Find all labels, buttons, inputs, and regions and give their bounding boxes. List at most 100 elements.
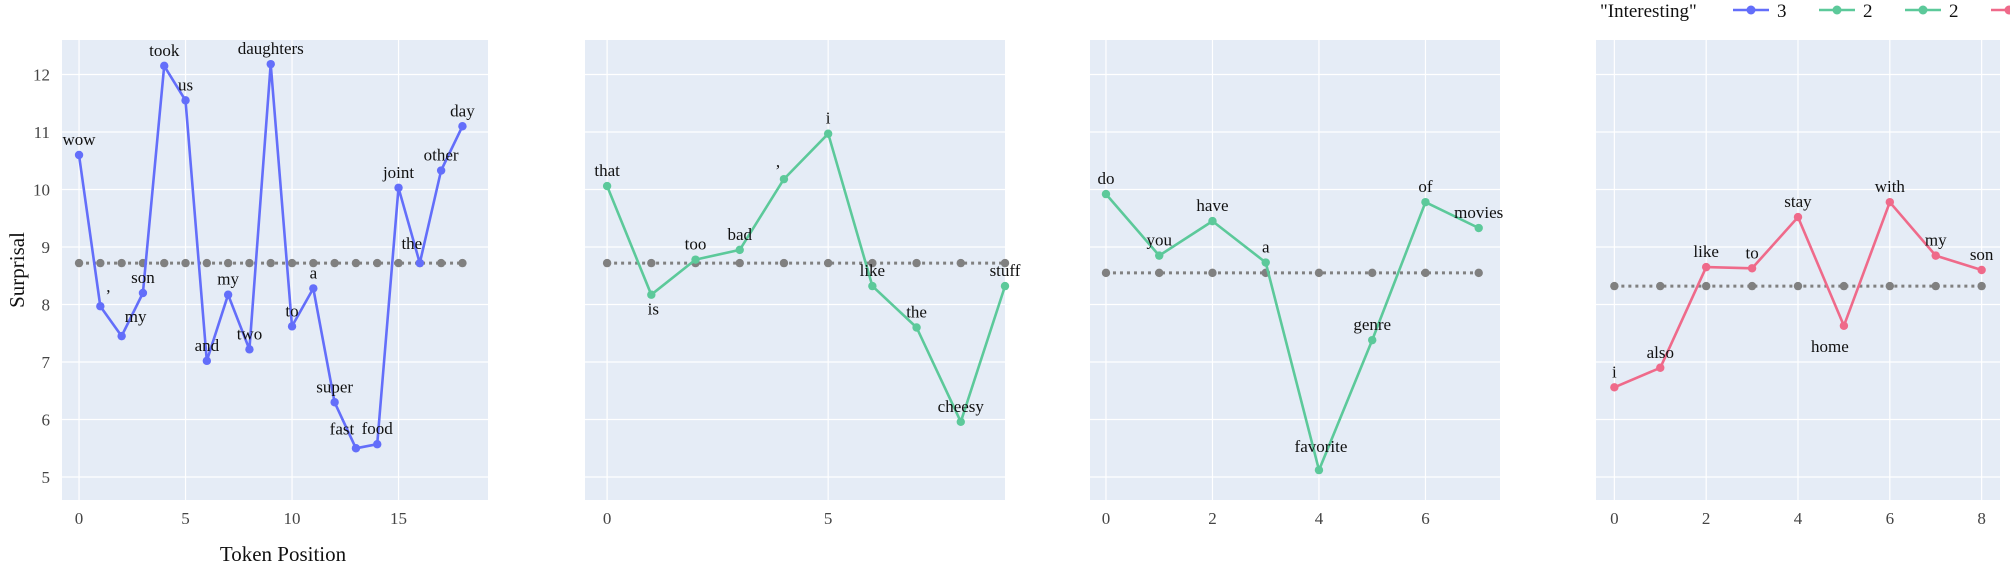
data-label: super [316,377,353,396]
baseline-point [1102,269,1110,277]
baseline-point [1886,282,1894,290]
data-label: two [237,324,263,343]
baseline-point [117,259,125,267]
data-label: like [860,261,886,280]
data-label: to [1745,243,1758,262]
baseline-point [1368,269,1376,277]
baseline-point [352,259,360,267]
data-point [1977,266,1985,274]
data-point [181,96,189,104]
x-tick-label: 15 [390,509,407,528]
data-label: i [826,109,831,128]
data-point [458,122,466,130]
data-label: the [401,234,422,253]
data-label: too [685,235,707,254]
data-point [139,289,147,297]
data-point [1315,466,1323,474]
data-point [1794,213,1802,221]
baseline-point [1610,282,1618,290]
x-tick-label: 6 [1421,509,1430,528]
data-point [957,418,965,426]
data-point [1610,383,1618,391]
data-label: son [1970,245,1994,264]
baseline-point [1315,269,1323,277]
x-tick-label: 4 [1794,509,1803,528]
baseline-point [1421,269,1429,277]
data-label: favorite [1295,437,1348,456]
baseline-point [780,259,788,267]
baseline-point [824,259,832,267]
data-point [1001,282,1009,290]
legend-marker [1919,6,1928,15]
data-label: genre [1353,315,1391,334]
data-label: daughters [238,39,304,58]
x-tick-label: 0 [75,509,84,528]
data-label: us [178,75,193,94]
x-tick-label: 0 [1610,509,1619,528]
data-label: i [1612,362,1617,381]
data-point [824,130,832,138]
data-label: joint [382,163,414,182]
baseline-point [160,259,168,267]
baseline-point [181,259,189,267]
baseline-point [1932,282,1940,290]
baseline-point [288,259,296,267]
data-point [224,291,232,299]
y-tick-label: 7 [42,353,51,372]
data-point [203,357,211,365]
baseline-point [224,259,232,267]
legend-marker [1833,6,1842,15]
data-point [352,444,360,452]
data-point [1208,217,1216,225]
legend-marker [2005,6,2010,15]
data-label: cheesy [938,397,985,416]
data-point [96,302,104,310]
legend-title: "Interesting" [1600,1,1697,22]
y-tick-label: 9 [42,238,51,257]
x-tick-label: 2 [1208,509,1217,528]
data-point [1102,190,1110,198]
data-point [912,323,920,331]
data-point [437,166,445,174]
data-label: with [1875,177,1906,196]
data-point [868,282,876,290]
data-point [736,246,744,254]
baseline-point [394,259,402,267]
data-label: , [106,277,110,296]
data-point [160,62,168,70]
baseline-point [1794,282,1802,290]
x-tick-label: 2 [1702,509,1711,528]
y-tick-label: 5 [42,468,51,487]
data-label: movies [1454,203,1503,222]
data-point [1262,258,1270,266]
data-label: son [131,268,155,287]
data-point [647,291,655,299]
x-tick-label: 0 [1102,509,1111,528]
data-label: my [217,270,239,289]
x-tick-label: 10 [284,509,301,528]
data-label: like [1693,242,1719,261]
baseline-point [75,259,83,267]
baseline-point [647,259,655,267]
baseline-point [1748,282,1756,290]
data-point [780,175,788,183]
x-tick-label: 4 [1315,509,1324,528]
baseline-point [957,259,965,267]
data-point [1886,198,1894,206]
data-point [1155,251,1163,259]
y-axis-title: Surprisal [5,232,29,308]
baseline-point [458,259,466,267]
legend-label: 2 [1949,1,1959,22]
data-point [117,332,125,340]
data-point [309,284,317,292]
x-tick-label: 8 [1977,509,1986,528]
data-label: a [310,263,318,282]
y-tick-label: 11 [34,123,50,142]
plot-area-2 [585,40,1005,500]
baseline-point [330,259,338,267]
legend-marker [1747,6,1756,15]
data-label: stay [1784,192,1812,211]
data-label: to [285,301,298,320]
data-label: food [362,419,394,438]
data-point [288,322,296,330]
